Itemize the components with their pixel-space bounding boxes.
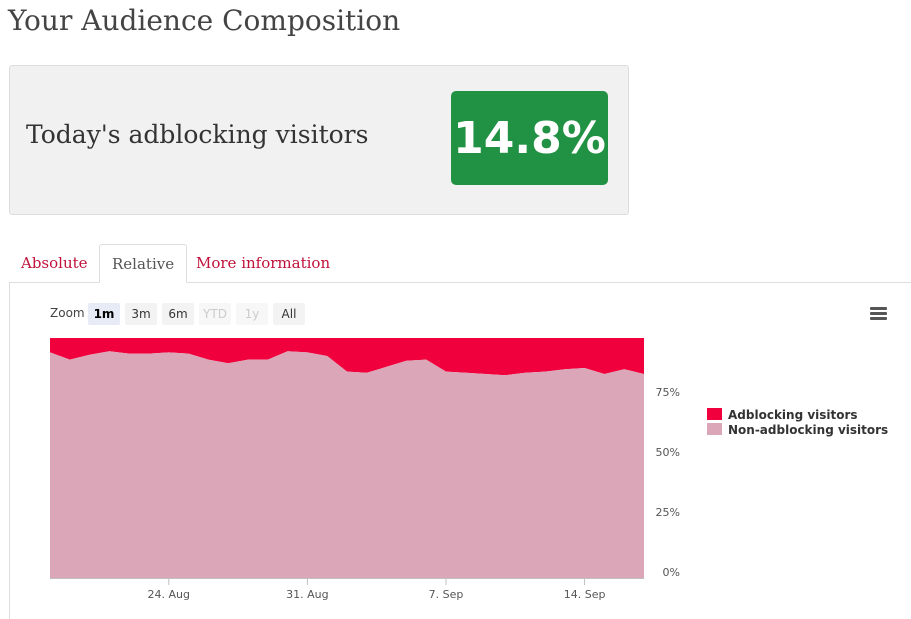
zoom-ytd-button: YTD <box>199 303 231 325</box>
legend-label-adblocking: Adblocking visitors <box>728 408 858 422</box>
tab-more-information[interactable]: More information <box>196 254 331 272</box>
x-tick-label: 31. Aug <box>286 588 328 601</box>
tab-relative[interactable]: Relative <box>99 244 188 283</box>
chart-panel <box>9 282 911 619</box>
tab-bar: Absolute Relative More information <box>9 244 911 283</box>
y-tick-label: 0% <box>663 566 680 579</box>
y-tick-label: 75% <box>656 386 680 399</box>
zoom-6m-button[interactable]: 6m <box>162 303 194 325</box>
zoom-3m-button[interactable]: 3m <box>125 303 157 325</box>
zoom-1m-button[interactable]: 1m <box>88 303 120 325</box>
stat-card: Today's adblocking visitors 14.8% <box>9 65 629 215</box>
legend-item-adblocking[interactable]: Adblocking visitors <box>707 408 888 423</box>
legend-swatch-non-adblocking <box>707 423 722 435</box>
chart-legend: Adblocking visitors Non-adblocking visit… <box>707 408 888 438</box>
y-tick-label: 50% <box>656 446 680 459</box>
tab-absolute[interactable]: Absolute <box>21 254 88 272</box>
x-tick-label: 24. Aug <box>148 588 190 601</box>
zoom-1y-button: 1y <box>236 303 268 325</box>
stat-value-badge: 14.8% <box>451 91 608 185</box>
page-title: Your Audience Composition <box>8 4 401 37</box>
zoom-all-button[interactable]: All <box>273 303 305 325</box>
legend-label-non-adblocking: Non-adblocking visitors <box>728 423 889 437</box>
zoom-label: Zoom <box>50 306 85 320</box>
hamburger-menu-icon[interactable] <box>870 307 887 321</box>
series-area-adblocking <box>50 338 644 376</box>
x-tick-label: 14. Sep <box>564 588 606 601</box>
stat-label: Today's adblocking visitors <box>26 120 369 149</box>
x-tick-label: 7. Sep <box>429 588 464 601</box>
series-area-non-adblocking <box>50 351 644 578</box>
legend-item-non-adblocking[interactable]: Non-adblocking visitors <box>707 423 888 438</box>
y-tick-label: 25% <box>656 506 680 519</box>
legend-swatch-adblocking <box>707 408 722 420</box>
